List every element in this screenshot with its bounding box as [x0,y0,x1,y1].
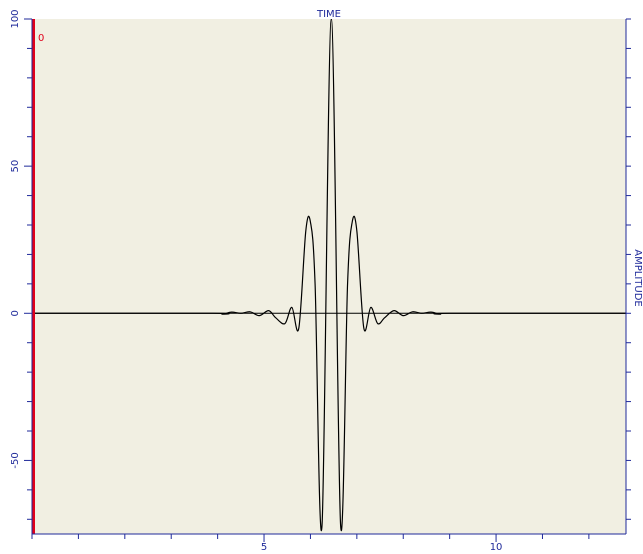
y-tick-label: 100 [10,9,21,28]
y-tick-label: 50 [10,160,21,173]
x-tick-label: 10 [490,542,503,553]
chart-title: TIME [316,9,341,20]
y-tick-label: -50 [10,452,21,468]
y-axis-label: AMPLITUDE [632,249,643,306]
series-line-0 [32,19,626,531]
x-tick-label: 5 [261,542,267,553]
time-marker-label: 0 [38,33,44,44]
y-tick-label: 0 [10,310,21,316]
